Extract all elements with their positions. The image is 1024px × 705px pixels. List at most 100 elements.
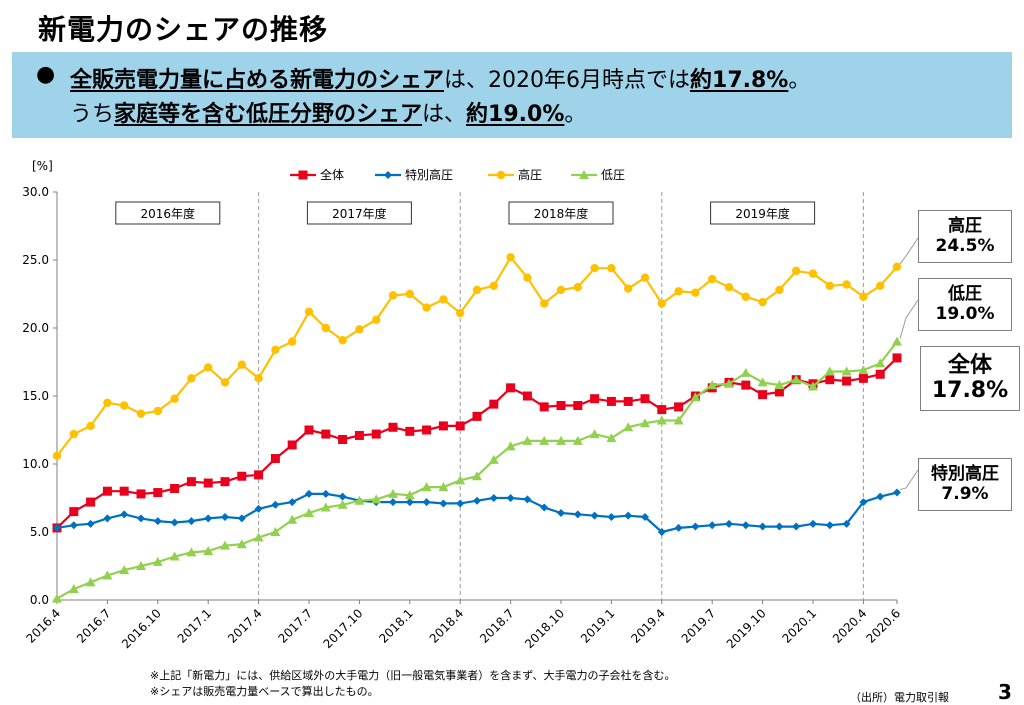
- data-point-3: [707, 380, 718, 390]
- data-point-1: [741, 521, 750, 530]
- data-point-2: [741, 292, 750, 301]
- summary-total-end: 。: [788, 68, 811, 93]
- data-point-0: [405, 426, 415, 436]
- x-tick-label: 2017.4: [225, 606, 265, 646]
- x-tick-label: 2020.4: [830, 606, 870, 646]
- data-point-2: [321, 323, 330, 333]
- data-point-2: [472, 285, 482, 295]
- data-point-0: [220, 477, 230, 487]
- data-point-0: [287, 440, 297, 450]
- data-point-3: [522, 435, 533, 445]
- callout-leader-line: [899, 469, 919, 491]
- data-point-0: [758, 390, 768, 400]
- data-point-2: [204, 363, 213, 372]
- data-point-1: [422, 498, 431, 507]
- data-point-2: [758, 297, 767, 307]
- data-point-0: [237, 471, 247, 481]
- data-point-1: [305, 489, 313, 498]
- fiscal-year-box: [115, 201, 221, 225]
- data-point-1: [657, 528, 666, 536]
- y-tick-label: 10.0: [22, 457, 49, 471]
- data-point-3: [404, 490, 415, 500]
- data-point-1: [473, 496, 481, 505]
- summary-total-subject: 全販売電力量に占める新電力のシェア: [70, 68, 445, 93]
- data-point-2: [355, 325, 364, 334]
- data-point-2: [153, 406, 162, 416]
- data-point-3: [337, 499, 348, 509]
- summary-low-end: 。: [564, 102, 587, 127]
- data-point-1: [120, 510, 129, 519]
- data-point-2: [523, 273, 532, 282]
- data-point-3: [690, 392, 701, 402]
- x-tick-label: 2020.6: [864, 606, 904, 646]
- data-point-2: [607, 263, 616, 273]
- data-point-3: [236, 539, 247, 549]
- data-point-2: [859, 292, 868, 301]
- data-point-3: [505, 441, 516, 451]
- fiscal-year-box: [710, 201, 816, 225]
- data-point-1: [641, 513, 649, 522]
- summary-line-2: うち家庭等を含む低圧分野のシェアは、約19.0%。: [70, 96, 586, 128]
- data-point-1: [607, 513, 616, 522]
- data-point-0: [203, 478, 213, 488]
- data-point-3: [841, 366, 852, 376]
- data-point-2: [237, 360, 246, 369]
- data-point-3: [539, 435, 550, 445]
- data-point-3: [824, 366, 835, 376]
- data-point-0: [86, 497, 96, 507]
- data-point-2: [288, 337, 297, 346]
- data-point-1: [187, 517, 196, 526]
- legend-label-2: 高圧: [518, 167, 542, 182]
- data-point-3: [287, 514, 298, 524]
- y-tick-label: 15.0: [22, 389, 49, 403]
- summary-low-text: は、: [422, 102, 467, 127]
- x-tick-label: 2018.4: [427, 606, 467, 646]
- data-point-3: [724, 378, 734, 388]
- data-point-3: [774, 380, 785, 390]
- data-point-0: [892, 353, 902, 363]
- data-point-0: [321, 429, 331, 439]
- data-point-3: [606, 433, 617, 443]
- data-point-3: [421, 482, 432, 492]
- data-point-1: [170, 518, 179, 527]
- callout-zentai: 全体 17.8%: [920, 346, 1020, 411]
- legend-marker-3: [579, 170, 589, 179]
- data-point-3: [757, 377, 768, 387]
- data-point-0: [522, 391, 532, 401]
- data-point-2: [304, 307, 314, 316]
- y-tick-label: 0.0: [30, 593, 49, 607]
- data-point-1: [708, 521, 717, 530]
- data-point-1: [69, 521, 78, 530]
- data-point-3: [85, 577, 96, 587]
- data-point-2: [170, 394, 179, 403]
- x-tick-label: 2018.7: [477, 606, 517, 646]
- data-point-0: [102, 486, 112, 496]
- data-point-0: [489, 399, 499, 409]
- data-point-2: [254, 374, 263, 383]
- callout-koatsu-name: 高圧: [948, 216, 982, 236]
- data-point-2: [556, 285, 566, 295]
- data-point-0: [741, 380, 751, 390]
- fiscal-year-label: 2018年度: [534, 206, 589, 221]
- source-note: （出所）電力取引報: [850, 691, 949, 704]
- data-point-0: [438, 421, 448, 431]
- callout-koatsu-value: 24.5%: [935, 235, 995, 256]
- data-point-2: [372, 315, 381, 325]
- summary-line-1: 全販売電力量に占める新電力のシェアは、2020年6月時点では約17.8%。: [70, 62, 810, 94]
- data-point-0: [270, 454, 280, 464]
- legend-label-3: 低圧: [601, 168, 625, 182]
- x-tick-label: 2019.1: [578, 606, 618, 646]
- data-point-0: [170, 483, 180, 493]
- legend-label-0: 全体: [320, 167, 344, 182]
- summary-low-value: 約19.0%: [466, 102, 565, 127]
- data-point-2: [422, 303, 431, 312]
- data-point-1: [792, 522, 801, 531]
- data-point-0: [858, 373, 868, 383]
- summary-low-prefix: うち: [70, 102, 115, 127]
- data-point-0: [556, 401, 566, 411]
- fiscal-year-box: [508, 201, 614, 225]
- data-point-1: [456, 499, 465, 508]
- x-tick-label: 2016.7: [74, 606, 114, 646]
- data-point-2: [86, 421, 95, 431]
- data-point-1: [523, 495, 532, 504]
